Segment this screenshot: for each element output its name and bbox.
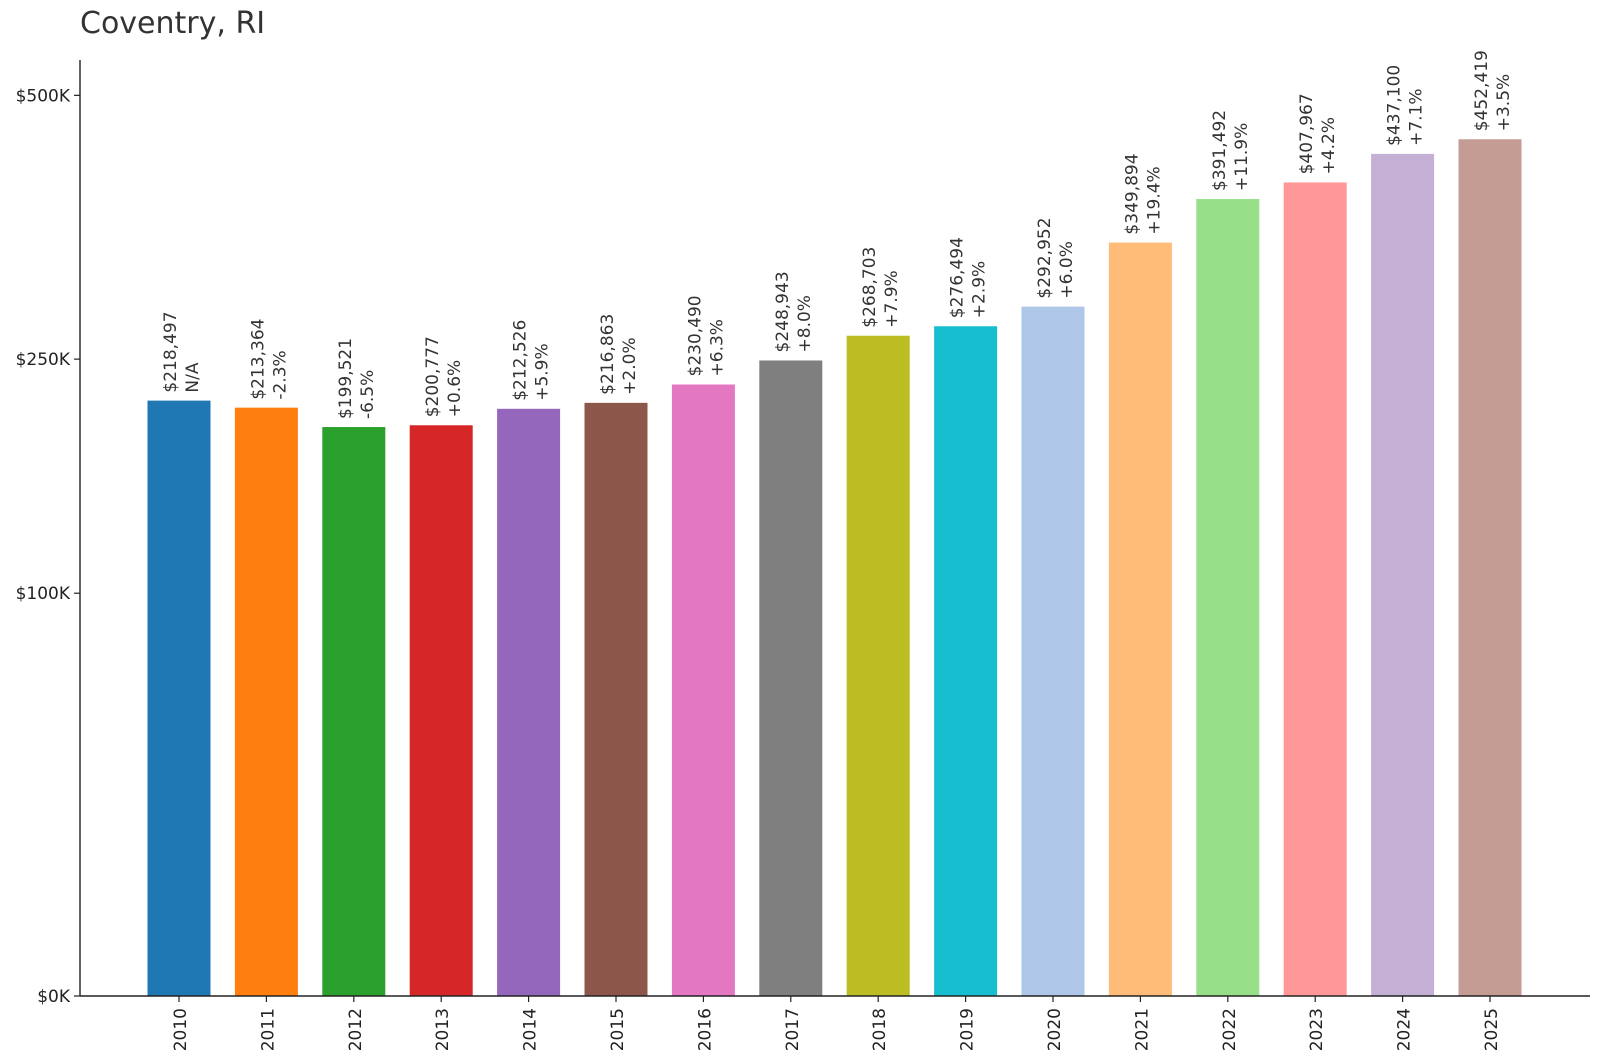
- x-tick-label-2016: 2016: [695, 1008, 715, 1051]
- bar-2013: [409, 425, 473, 997]
- change-label-2014: +5.9%: [533, 343, 553, 400]
- x-tick-label-2021: 2021: [1132, 1008, 1152, 1051]
- change-label-2018: +7.9%: [882, 270, 902, 327]
- value-label-2020: $292,952: [1035, 217, 1055, 298]
- change-label-2013: +0.6%: [445, 360, 465, 417]
- bar-2022: [1196, 199, 1260, 997]
- change-label-2022: +11.9%: [1232, 123, 1252, 191]
- value-label-2011: $213,364: [248, 319, 268, 400]
- x-tick-label-2013: 2013: [433, 1008, 453, 1051]
- change-label-2011: -2.3%: [270, 350, 290, 399]
- change-label-2015: +2.0%: [620, 337, 640, 394]
- value-label-2014: $212,526: [511, 320, 531, 401]
- change-label-2017: +8.0%: [795, 295, 815, 352]
- x-tick-label-2025: 2025: [1482, 1008, 1502, 1051]
- value-label-2016: $230,490: [685, 295, 705, 376]
- value-label-2025: $452,419: [1472, 50, 1492, 131]
- x-tick-label-2017: 2017: [783, 1008, 803, 1051]
- bars-layer: [147, 139, 1522, 997]
- bar-2016: [671, 384, 735, 997]
- x-tick-label-2024: 2024: [1395, 1008, 1415, 1051]
- labels-layer: $218,497 N/A $213,364 -2.3% $199,521 -6.5% $20…: [161, 50, 1514, 419]
- value-label-2018: $268,703: [860, 247, 880, 328]
- y-tick-label-$250K: $250K: [16, 350, 71, 370]
- bar-2017: [759, 360, 823, 996]
- bar-2021: [1108, 242, 1172, 997]
- x-tick-label-2023: 2023: [1307, 1008, 1327, 1051]
- value-label-2021: $349,894: [1122, 153, 1142, 234]
- change-label-2010: N/A: [183, 362, 203, 392]
- value-label-2023: $407,967: [1297, 93, 1317, 174]
- bar-2011: [234, 407, 298, 996]
- y-tick-label-$500K: $500K: [16, 86, 71, 106]
- x-tick-label-2014: 2014: [521, 1008, 541, 1051]
- bar-2010: [147, 400, 211, 997]
- change-label-2016: +6.3%: [707, 319, 727, 376]
- value-label-2019: $276,494: [948, 237, 968, 318]
- y-tick-label-$0K: $0K: [37, 987, 71, 1007]
- value-label-2024: $437,100: [1385, 65, 1405, 146]
- x-tick-label-2022: 2022: [1220, 1008, 1240, 1051]
- bar-2014: [497, 408, 561, 997]
- change-label-2021: +19.4%: [1144, 166, 1164, 234]
- x-tick-label-2019: 2019: [958, 1008, 978, 1051]
- value-label-2015: $216,863: [598, 314, 618, 395]
- value-label-2017: $248,943: [773, 271, 793, 352]
- x-tick-label-2018: 2018: [870, 1008, 890, 1051]
- bar-2024: [1371, 153, 1435, 997]
- x-tick-label-2015: 2015: [608, 1008, 628, 1051]
- chart-title: Coventry, RI: [80, 6, 266, 41]
- value-label-2022: $391,492: [1210, 110, 1230, 191]
- change-label-2023: +4.2%: [1319, 117, 1339, 174]
- bar-2025: [1458, 139, 1522, 996]
- axes-layer: 2010 2011 2012 2013 2014 2015 2016 2017 2018 2019…: [16, 60, 1590, 1051]
- change-label-2020: +6.0%: [1057, 241, 1077, 298]
- x-tick-label-2020: 2020: [1045, 1008, 1065, 1051]
- value-label-2013: $200,777: [423, 336, 443, 417]
- change-label-2025: +3.5%: [1494, 74, 1514, 131]
- x-tick-label-2011: 2011: [258, 1008, 278, 1051]
- value-label-2012: $199,521: [336, 338, 356, 419]
- bar-2020: [1021, 306, 1085, 997]
- y-tick-label-$100K: $100K: [16, 584, 71, 604]
- x-tick-label-2012: 2012: [346, 1008, 366, 1051]
- change-label-2012: -6.5%: [358, 370, 378, 419]
- bar-2012: [322, 427, 386, 996]
- value-label-2010: $218,497: [161, 311, 181, 392]
- bar-2023: [1283, 182, 1347, 996]
- bar-2018: [846, 335, 910, 996]
- change-label-2019: +2.9%: [970, 261, 990, 318]
- change-label-2024: +7.1%: [1407, 88, 1427, 145]
- bar-2019: [934, 326, 998, 996]
- bar-2015: [584, 402, 648, 996]
- x-tick-label-2010: 2010: [171, 1008, 191, 1051]
